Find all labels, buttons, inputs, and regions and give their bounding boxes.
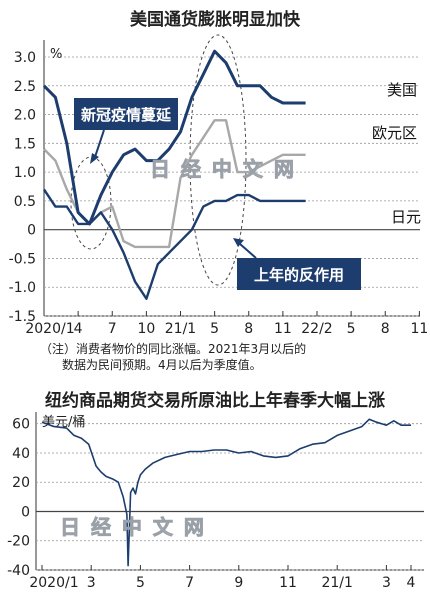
y-tick-label: 1.0 bbox=[14, 165, 36, 181]
x-tick-label: 4 bbox=[74, 321, 83, 337]
covid-annotation-box bbox=[74, 98, 178, 130]
y-tick-label: -1.5 bbox=[9, 309, 36, 325]
y-tick-label: 0.5 bbox=[14, 194, 36, 210]
x-tick-label-2: 2020/1 bbox=[29, 575, 78, 591]
x-tick-label: 8 bbox=[381, 321, 390, 337]
y-tick-label: 2.0 bbox=[14, 108, 36, 124]
series-line-0 bbox=[42, 49, 306, 226]
x-tick-label-2: 3 bbox=[382, 575, 391, 591]
series-label-us: 美国 bbox=[387, 81, 417, 99]
y-tick-label: 3.0 bbox=[14, 50, 36, 66]
x-tick-label: 11 bbox=[410, 321, 428, 337]
y-tick-label-2: 0 bbox=[21, 504, 30, 520]
footnote-line-1: （注）消费者物价的同比涨幅。2021年3月以后的 bbox=[40, 342, 307, 356]
x-tick-label: 11 bbox=[274, 321, 292, 337]
x-tick-label: 7 bbox=[108, 321, 117, 337]
y-tick-label-2: 60 bbox=[12, 417, 30, 433]
chart1-title: 美国通货膨胀明显加快 bbox=[130, 10, 300, 30]
x-tick-label-2: 5 bbox=[136, 575, 145, 591]
chart2-title: 纽约商品期货交易所原油比上年春季大幅上涨 bbox=[45, 391, 385, 411]
y-tick-label: 0 bbox=[27, 223, 36, 239]
y-tick-label-2: 20 bbox=[12, 475, 30, 491]
rebound-annotation-text: 上年的反作用 bbox=[254, 266, 344, 284]
y-tick-label-2: 40 bbox=[12, 446, 30, 462]
x-tick-label: 21/1 bbox=[165, 321, 196, 337]
covid-ellipse bbox=[70, 156, 112, 250]
x-tick-label-2: 3 bbox=[87, 575, 96, 591]
covid-annotation-text: 新冠疫情蔓延 bbox=[81, 106, 172, 124]
watermark: 日 经 中 文 网 bbox=[150, 157, 296, 181]
y-tick-label-2: -40 bbox=[7, 563, 30, 579]
watermark: 日 经 中 文 网 bbox=[60, 515, 206, 539]
x-tick-label: 22/2 bbox=[301, 321, 332, 337]
footnote-line-2: 数据为民间预期。4月以后为季度值。 bbox=[62, 358, 262, 372]
x-tick-label-2: 4 bbox=[407, 575, 416, 591]
y-tick-label: 1.5 bbox=[14, 136, 36, 152]
series-label-japan: 日元 bbox=[391, 208, 421, 226]
x-tick-label-2: 11 bbox=[279, 575, 297, 591]
oil-price-line bbox=[41, 418, 411, 567]
y-tick-label: -0.5 bbox=[9, 251, 36, 267]
covid-arrow bbox=[93, 129, 105, 161]
rebound-arrowhead bbox=[233, 238, 244, 247]
x-tick-label: 5 bbox=[347, 321, 356, 337]
x-tick-label: 8 bbox=[244, 321, 253, 337]
y-tick-label: -1.0 bbox=[9, 280, 36, 296]
x-tick-label: 10 bbox=[137, 321, 155, 337]
x-tick-label: 2020/1 bbox=[25, 321, 74, 337]
rebound-annotation-box bbox=[237, 258, 361, 290]
y-unit-label: % bbox=[50, 47, 62, 62]
x-tick-label: 5 bbox=[210, 321, 219, 337]
covid-arrowhead bbox=[90, 153, 99, 164]
series-label-euro: 欧元区 bbox=[372, 124, 417, 142]
x-tick-label-2: 7 bbox=[185, 575, 194, 591]
y-tick-label-2: -20 bbox=[7, 534, 30, 550]
rebound-arrow bbox=[239, 243, 257, 259]
y-tick-label: 2.5 bbox=[14, 79, 36, 95]
x-tick-label-2: 9 bbox=[234, 575, 243, 591]
x-tick-label-2: 21/1 bbox=[321, 575, 352, 591]
